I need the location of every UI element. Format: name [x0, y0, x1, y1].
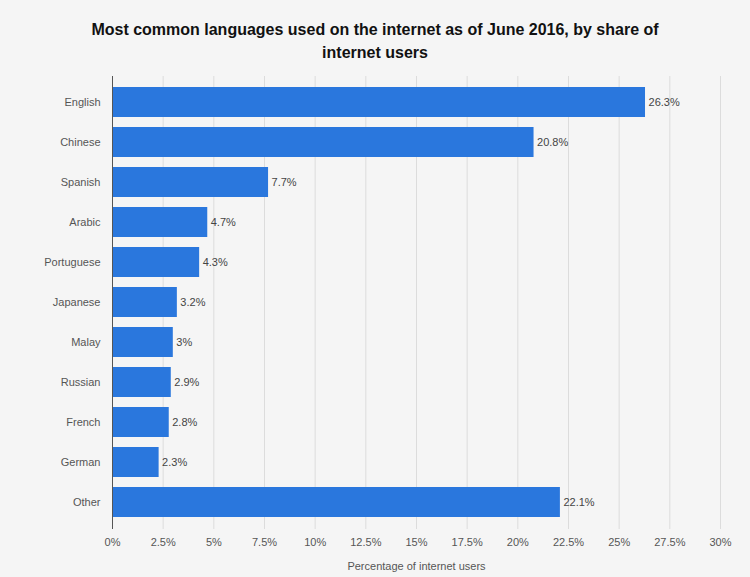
svg-text:2.3%: 2.3% [162, 456, 187, 468]
svg-text:15%: 15% [405, 536, 427, 548]
svg-text:25%: 25% [608, 536, 630, 548]
svg-text:Malay: Malay [71, 336, 101, 348]
svg-text:7.7%: 7.7% [272, 176, 297, 188]
svg-text:Russian: Russian [61, 376, 101, 388]
svg-text:Japanese: Japanese [53, 296, 101, 308]
svg-text:20.8%: 20.8% [537, 136, 568, 148]
svg-text:4.7%: 4.7% [211, 216, 236, 228]
svg-text:Arabic: Arabic [69, 216, 101, 228]
svg-text:30%: 30% [709, 536, 731, 548]
svg-text:French: French [66, 416, 100, 428]
svg-text:17.5%: 17.5% [452, 536, 483, 548]
svg-text:4.3%: 4.3% [203, 256, 228, 268]
svg-text:3.2%: 3.2% [180, 296, 205, 308]
svg-text:2.9%: 2.9% [174, 376, 199, 388]
svg-text:10%: 10% [304, 536, 326, 548]
svg-text:22.5%: 22.5% [553, 536, 584, 548]
svg-text:20%: 20% [507, 536, 529, 548]
svg-text:Percentage of internet users: Percentage of internet users [347, 560, 486, 572]
svg-text:2.5%: 2.5% [151, 536, 176, 548]
svg-text:7.5%: 7.5% [252, 536, 277, 548]
svg-text:Other: Other [73, 496, 101, 508]
svg-text:27.5%: 27.5% [654, 536, 685, 548]
svg-text:22.1%: 22.1% [563, 496, 594, 508]
html-text:Most common languages used on: Most common languages used on the intern… [91, 21, 659, 61]
svg-text:Portuguese: Portuguese [44, 256, 100, 268]
svg-text:English: English [64, 96, 100, 108]
svg-text:3%: 3% [176, 336, 192, 348]
svg-text:2.8%: 2.8% [172, 416, 197, 428]
svg-text:5%: 5% [206, 536, 222, 548]
svg-text:Spanish: Spanish [61, 176, 101, 188]
svg-text:26.3%: 26.3% [649, 96, 680, 108]
svg-text:12.5%: 12.5% [350, 536, 381, 548]
svg-text:Chinese: Chinese [60, 136, 100, 148]
svg-text:German: German [61, 456, 101, 468]
svg-text:0%: 0% [105, 536, 121, 548]
